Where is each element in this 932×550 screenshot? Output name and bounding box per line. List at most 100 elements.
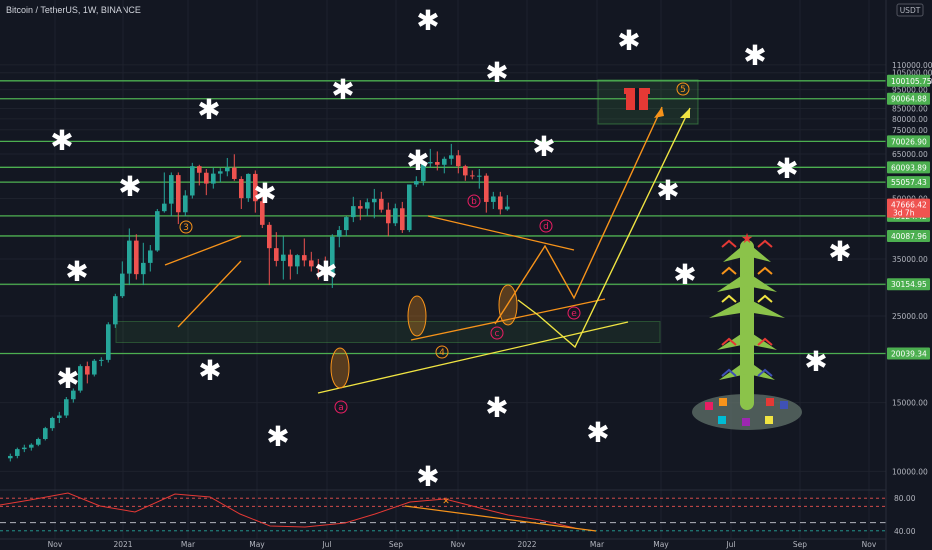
- tree-ornament: [721, 239, 737, 248]
- wave-label-circle: [567, 306, 581, 320]
- level-price-label: 30154.95: [891, 280, 927, 289]
- time-tick-label: 2021: [113, 540, 132, 549]
- tree-ornament: [757, 337, 773, 346]
- snowflake-icon: ✱: [416, 4, 439, 37]
- snowflake-icon: ✱: [118, 170, 141, 203]
- triangle-top-line: [427, 215, 575, 251]
- snowflake-icon: ✱: [485, 391, 508, 424]
- snowflake-icon: ✱: [775, 152, 798, 185]
- wave-label: 4: [439, 348, 445, 358]
- time-tick-label: May: [653, 540, 669, 549]
- small-gift-icon: [718, 416, 726, 424]
- level-price-badge: [887, 74, 930, 87]
- small-gift-icon: [766, 398, 774, 406]
- candle-body: [435, 162, 440, 165]
- snowflake-icon: ✱: [804, 345, 827, 378]
- snowflake-icon: ✱: [828, 235, 851, 268]
- candle-body: [449, 155, 454, 159]
- price-tick-label: 10000.00: [892, 467, 928, 476]
- highlight-ellipse: [330, 347, 350, 389]
- small-gift-icon: [765, 416, 773, 424]
- time-tick-label: Nov: [48, 540, 63, 549]
- support-trendline: [317, 321, 629, 394]
- candle-body: [386, 209, 391, 224]
- wave-label: c: [495, 329, 500, 339]
- snowflake-icon: ✱: [532, 130, 555, 163]
- level-price-badge: [887, 135, 930, 148]
- snowflake-icon: ✱: [266, 420, 289, 453]
- candle-body: [43, 428, 48, 440]
- tree-trunk: [740, 240, 754, 410]
- candle-body: [393, 208, 398, 224]
- candle-body: [491, 196, 496, 202]
- candle-body: [99, 359, 104, 361]
- candle-body: [358, 206, 363, 209]
- tree-branch: [719, 360, 775, 380]
- tree-ornament: [721, 266, 737, 275]
- countdown-label: 3d 7h: [893, 209, 915, 218]
- candle-body: [253, 173, 258, 202]
- snowflake-icon: ✱: [485, 56, 508, 89]
- tree-ornament: [757, 266, 773, 275]
- wave-label: e: [571, 309, 577, 319]
- candle-body: [176, 175, 181, 213]
- time-tick-label: 2022: [517, 540, 536, 549]
- snowflake-icon: ✱: [416, 460, 439, 493]
- candle-body: [113, 296, 118, 325]
- candle-body: [148, 250, 153, 263]
- highlight-ellipse: [407, 295, 427, 337]
- candle-body: [211, 173, 216, 184]
- currency-label: USDT: [900, 6, 921, 15]
- chart-title: Bitcoin / TetherUS, 1W, BINANCE: [6, 5, 141, 15]
- tree-ornament: [757, 368, 773, 377]
- level-price-badge: [887, 229, 930, 242]
- small-gift-icon: [742, 418, 750, 426]
- candle-body: [190, 166, 195, 196]
- candle-body: [85, 366, 90, 375]
- candle-body: [344, 217, 349, 231]
- snowflake-icon: ✱: [743, 39, 766, 72]
- wave-label-circle: [334, 400, 348, 414]
- candle-body: [197, 166, 202, 173]
- candle-body: [36, 439, 41, 445]
- candle-body: [106, 324, 111, 360]
- candle-body: [22, 447, 27, 450]
- snowflake-icon: ✱: [673, 258, 696, 291]
- level-price-badge: [887, 176, 930, 189]
- tree-branch: [717, 272, 777, 292]
- time-tick-label: Jul: [725, 540, 735, 549]
- arrowhead-yellow: [680, 108, 690, 118]
- price-tick-label: 80000.00: [892, 115, 928, 124]
- osc-tick-label: 80.00: [894, 494, 916, 503]
- level-price-label: 100105.75: [891, 77, 932, 86]
- level-price-badge: [887, 278, 930, 291]
- wave-label: 5: [680, 85, 686, 95]
- price-tick-label: 35000.00: [892, 255, 928, 264]
- candle-body: [365, 202, 370, 209]
- candle-body: [120, 273, 125, 297]
- snowflake-icon: ✱: [586, 416, 609, 449]
- price-tick-label: 85000.00: [892, 105, 928, 114]
- cross-marker: ✕: [442, 497, 450, 507]
- osc-divergence-line: [404, 505, 597, 532]
- snowflake-icon: ✱: [65, 255, 88, 288]
- oscillator-pane: ✕: [0, 492, 886, 532]
- tree-branch: [717, 330, 777, 350]
- price-tick-label: 15000.00: [892, 399, 928, 408]
- candle-body: [323, 267, 328, 276]
- candle-body: [29, 444, 34, 448]
- level-price-label: 60093.89: [891, 163, 927, 172]
- triangle-bottom-line: [410, 298, 606, 341]
- time-tick-label: Sep: [793, 540, 807, 549]
- tree-ornament: [757, 239, 773, 248]
- current-price-badge: [887, 198, 930, 218]
- candle-body: [155, 211, 160, 251]
- drawings: 3 b d e c 4 a 5: [164, 82, 691, 414]
- candle-body: [400, 208, 405, 231]
- time-tick-label: Sep: [389, 540, 403, 549]
- wave-label: 3: [183, 223, 189, 233]
- candle-body: [246, 173, 251, 199]
- candle-body: [274, 248, 279, 261]
- snowflake-icon: ✱: [314, 255, 337, 288]
